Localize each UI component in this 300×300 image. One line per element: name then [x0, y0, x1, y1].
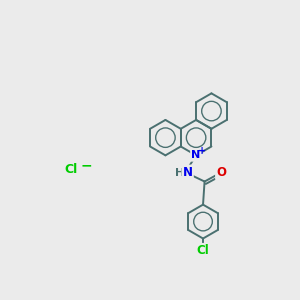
Text: N: N	[191, 150, 201, 160]
Text: Cl: Cl	[64, 163, 77, 176]
Text: O: O	[217, 166, 226, 179]
Text: Cl: Cl	[197, 244, 209, 257]
Text: H: H	[175, 168, 184, 178]
Text: +: +	[198, 146, 206, 157]
Text: N: N	[183, 166, 193, 179]
Text: −: −	[81, 158, 93, 172]
